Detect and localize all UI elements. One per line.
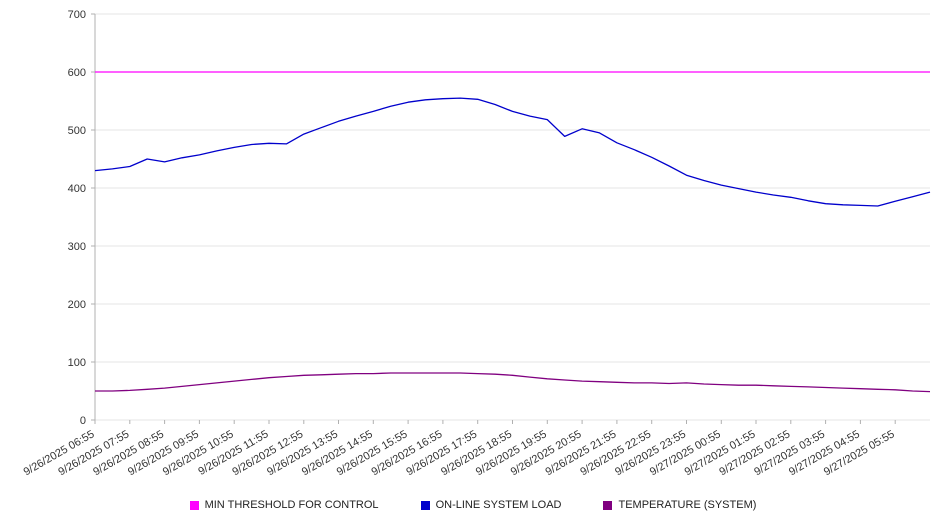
legend-item-min-threshold[interactable]: MIN THRESHOLD FOR CONTROL <box>189 499 379 511</box>
svg-text:200: 200 <box>68 299 86 311</box>
legend-label-online-system-load: ON-LINE SYSTEM LOAD <box>435 499 562 511</box>
svg-text:600: 600 <box>68 67 86 79</box>
legend-swatch-min-threshold-icon <box>189 500 199 510</box>
svg-text:300: 300 <box>68 241 86 253</box>
legend-item-online-system-load[interactable]: ON-LINE SYSTEM LOAD <box>420 499 562 511</box>
legend: MIN THRESHOLD FOR CONTROL ON-LINE SYSTEM… <box>0 494 946 516</box>
legend-item-temperature-system[interactable]: TEMPERATURE (SYSTEM) <box>603 499 756 511</box>
legend-label-temperature-system: TEMPERATURE (SYSTEM) <box>618 499 757 511</box>
legend-label-min-threshold: MIN THRESHOLD FOR CONTROL <box>204 499 379 511</box>
svg-text:400: 400 <box>68 183 86 195</box>
svg-text:100: 100 <box>68 357 86 369</box>
svg-text:0: 0 <box>80 415 86 427</box>
svg-text:700: 700 <box>68 9 86 21</box>
svg-text:500: 500 <box>68 125 86 137</box>
legend-swatch-online-system-load-icon <box>420 500 430 510</box>
legend-swatch-temperature-system-icon <box>603 500 613 510</box>
